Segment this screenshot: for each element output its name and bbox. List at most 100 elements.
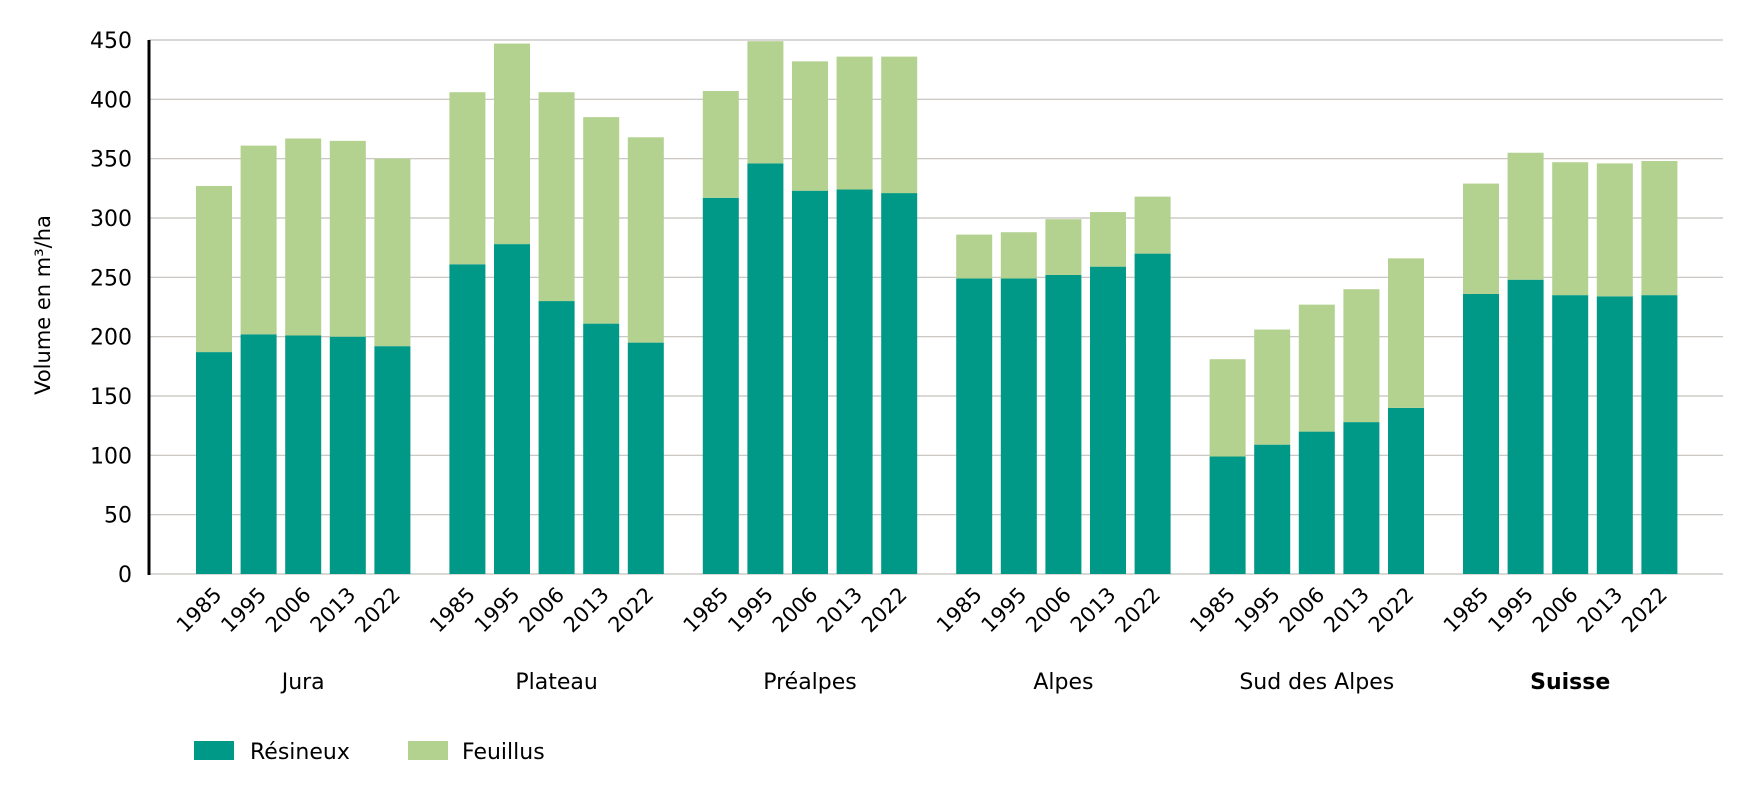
y-tick-label: 0: [118, 563, 132, 588]
bar-resineux-suisse-1985: [1463, 293, 1499, 574]
group-label: Plateau: [515, 670, 597, 695]
bar-feuillus-plateau-2006: [538, 92, 575, 302]
x-tick-label: 2013: [559, 583, 614, 638]
x-tick-label: 2013: [306, 583, 361, 638]
y-tick-label: 200: [90, 326, 132, 351]
bar-feuillus-suisse-1985: [1463, 183, 1499, 294]
bar-feuillus-plateau-2013: [583, 117, 620, 324]
x-tick-label: 2022: [1110, 583, 1165, 638]
y-tick-label: 250: [90, 266, 132, 291]
y-tick-label: 150: [90, 385, 132, 410]
x-tick-label: 2013: [1573, 583, 1628, 638]
y-tick-label: 350: [90, 148, 132, 173]
y-tick-labels: 0 50 100 150 200 250 300 350 400 450: [90, 29, 132, 588]
bar-resineux-préalpes-1995: [747, 163, 784, 574]
legend: Résineux Feuillus: [194, 740, 545, 765]
bar-resineux-jura-2022: [374, 346, 411, 574]
x-tick-label: 2022: [857, 583, 912, 638]
bar-resineux-alpes-1985: [956, 278, 993, 574]
x-tick-label: 1995: [1230, 583, 1285, 638]
bar-resineux-plateau-2006: [538, 301, 575, 574]
bar-feuillus-jura-2013: [329, 140, 366, 337]
bar-resineux-suisse-1995: [1507, 279, 1544, 574]
bar-resineux-alpes-2022: [1134, 253, 1171, 574]
bar-feuillus-préalpes-2013: [836, 56, 873, 190]
group-label: Préalpes: [763, 670, 857, 695]
bar-resineux-préalpes-2013: [836, 189, 873, 574]
bars: [196, 41, 1678, 574]
y-tick-label: 400: [90, 88, 132, 113]
legend-swatch-resineux: [194, 741, 234, 760]
y-axis-title: Volume en m³/ha: [31, 215, 55, 395]
bar-feuillus-sud-des-alpes-1995: [1254, 329, 1291, 445]
bar-resineux-jura-1985: [196, 352, 232, 574]
x-tick-label: 1995: [723, 583, 778, 638]
bar-feuillus-plateau-1995: [494, 43, 530, 245]
x-tick-label: 2006: [768, 583, 823, 638]
bar-resineux-plateau-1995: [494, 244, 530, 574]
bar-resineux-plateau-1985: [449, 264, 486, 574]
bar-resineux-jura-1995: [240, 334, 277, 574]
x-tick-label: 2006: [261, 583, 316, 638]
x-tick-label: 1995: [216, 583, 271, 638]
bar-feuillus-jura-1995: [240, 145, 277, 335]
bar-feuillus-alpes-2022: [1134, 196, 1171, 254]
bar-resineux-sud-des-alpes-2013: [1343, 422, 1380, 574]
x-tick-label: 1985: [932, 583, 987, 638]
bar-feuillus-alpes-2006: [1045, 219, 1082, 275]
legend-label-feuillus: Feuillus: [462, 740, 545, 765]
group-label: Suisse: [1530, 670, 1610, 695]
x-tick-label: 2013: [1066, 583, 1121, 638]
x-tick-label: 2013: [1319, 583, 1374, 638]
bar-resineux-suisse-2022: [1641, 295, 1678, 574]
x-tick-label: 1985: [679, 583, 734, 638]
bar-feuillus-sud-des-alpes-2013: [1343, 289, 1380, 423]
bar-feuillus-suisse-2006: [1552, 162, 1589, 296]
bar-resineux-sud-des-alpes-2022: [1388, 407, 1424, 574]
x-tick-label: 2006: [1528, 583, 1583, 638]
group-label: Alpes: [1033, 670, 1093, 695]
group-label: Sud des Alpes: [1239, 670, 1394, 695]
y-tick-label: 300: [90, 207, 132, 232]
bar-resineux-sud-des-alpes-1995: [1254, 444, 1291, 574]
bar-feuillus-sud-des-alpes-1985: [1209, 359, 1246, 457]
bar-resineux-jura-2006: [285, 335, 322, 574]
bar-feuillus-préalpes-2006: [792, 61, 828, 191]
bar-feuillus-sud-des-alpes-2022: [1388, 258, 1424, 408]
x-tick-label: 2022: [1364, 583, 1419, 638]
bar-resineux-sud-des-alpes-2006: [1298, 431, 1335, 574]
y-tick-label: 100: [90, 444, 132, 469]
x-tick-label: 1985: [1185, 583, 1240, 638]
bar-resineux-jura-2013: [329, 336, 366, 574]
group-label: Jura: [280, 670, 325, 695]
bar-feuillus-plateau-2022: [627, 137, 664, 343]
x-tick-label: 2006: [1275, 583, 1330, 638]
bar-resineux-alpes-2013: [1090, 266, 1126, 574]
bar-resineux-suisse-2013: [1596, 296, 1633, 574]
x-tick-label: 2022: [604, 583, 659, 638]
gridlines: [149, 39, 1723, 575]
bar-feuillus-sud-des-alpes-2006: [1298, 304, 1335, 432]
bar-resineux-préalpes-2006: [792, 190, 828, 574]
x-tick-label: 2006: [514, 583, 569, 638]
x-tick-label: 1995: [977, 583, 1032, 638]
bar-resineux-sud-des-alpes-1985: [1209, 456, 1246, 574]
bar-resineux-suisse-2006: [1552, 295, 1589, 574]
y-tick-label: 50: [104, 504, 132, 529]
bar-feuillus-jura-2006: [285, 138, 322, 336]
x-tick-label: 2013: [812, 583, 867, 638]
x-tick-label: 1985: [425, 583, 480, 638]
bar-resineux-plateau-2022: [627, 342, 664, 574]
bar-resineux-alpes-2006: [1045, 274, 1082, 574]
bar-resineux-préalpes-1985: [702, 197, 739, 574]
bar-feuillus-suisse-2013: [1596, 163, 1633, 297]
bar-feuillus-préalpes-1995: [747, 41, 784, 164]
bar-feuillus-alpes-1995: [1000, 232, 1037, 279]
bar-resineux-alpes-1995: [1000, 278, 1037, 574]
bar-resineux-préalpes-2022: [881, 193, 918, 574]
x-tick-label: 1995: [1483, 583, 1538, 638]
bar-feuillus-préalpes-1985: [702, 91, 739, 198]
x-tick-label: 2022: [1617, 583, 1672, 638]
